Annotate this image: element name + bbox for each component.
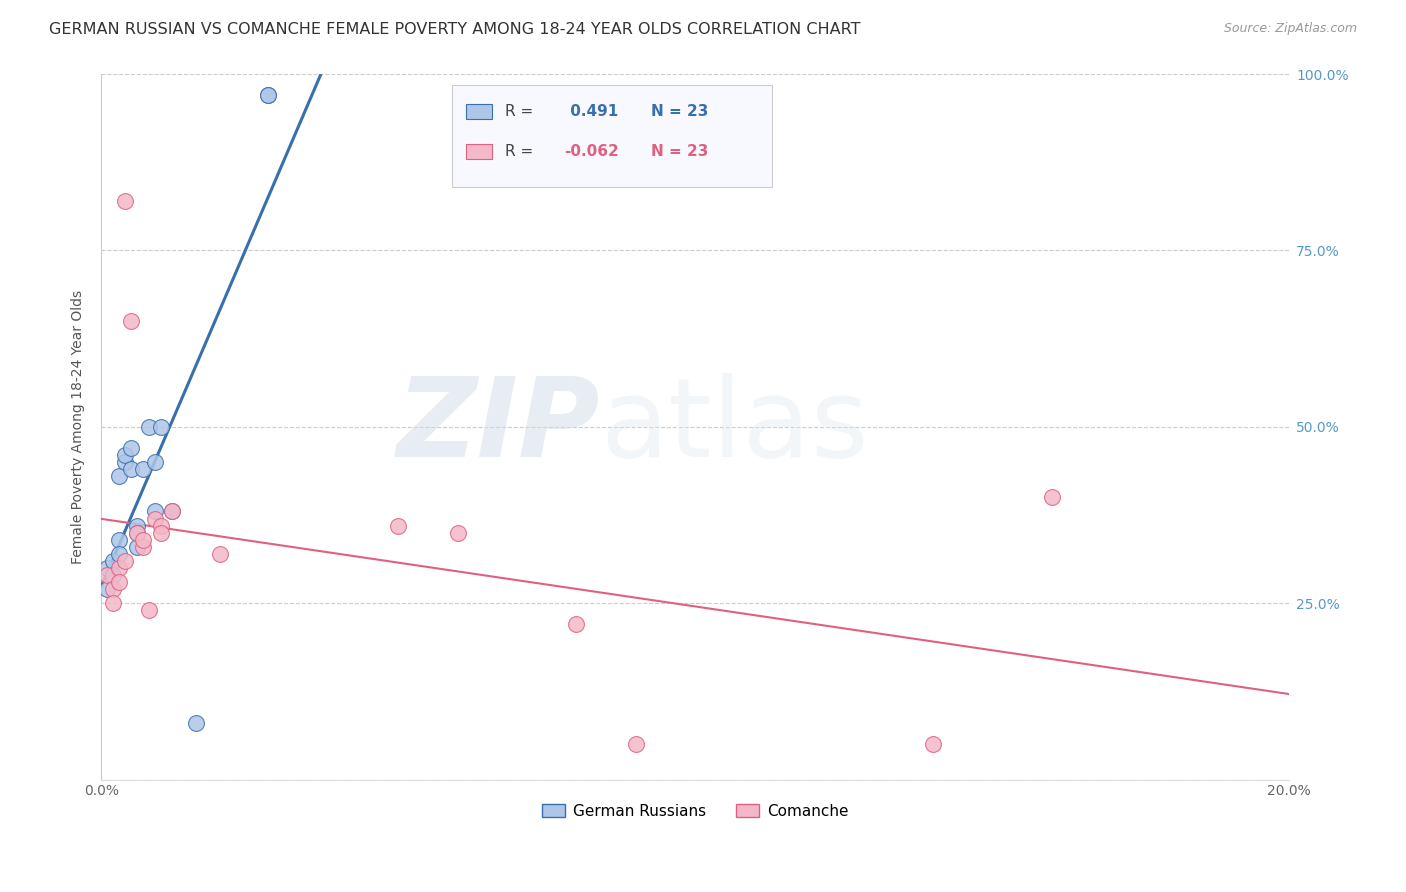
Point xyxy=(96,582,118,596)
Text: R =: R = xyxy=(505,103,538,119)
Point xyxy=(565,617,588,632)
Point xyxy=(162,504,184,518)
Point xyxy=(120,314,142,328)
Point xyxy=(108,575,131,590)
Point xyxy=(108,533,131,547)
Point xyxy=(96,561,118,575)
Point xyxy=(114,554,136,568)
Point xyxy=(1040,491,1063,505)
Text: N = 23: N = 23 xyxy=(651,145,709,159)
Point xyxy=(101,554,124,568)
Point xyxy=(143,455,166,469)
FancyBboxPatch shape xyxy=(465,103,492,120)
FancyBboxPatch shape xyxy=(465,144,492,160)
Point xyxy=(624,737,647,751)
Text: -0.062: -0.062 xyxy=(565,145,619,159)
Point xyxy=(256,88,278,103)
Point xyxy=(96,568,118,582)
Point xyxy=(138,419,160,434)
Legend: German Russians, Comanche: German Russians, Comanche xyxy=(536,797,855,825)
Point xyxy=(101,596,124,610)
Point xyxy=(108,547,131,561)
Point xyxy=(120,441,142,455)
Point xyxy=(101,582,124,596)
Text: N = 23: N = 23 xyxy=(651,103,709,119)
Point xyxy=(101,568,124,582)
Point xyxy=(921,737,943,751)
Point xyxy=(132,462,155,476)
Point xyxy=(125,525,148,540)
Point xyxy=(108,469,131,483)
Text: R =: R = xyxy=(505,145,538,159)
Point xyxy=(125,525,148,540)
Point xyxy=(108,561,131,575)
Point xyxy=(114,455,136,469)
Point xyxy=(143,511,166,525)
Point xyxy=(149,518,172,533)
Point xyxy=(125,540,148,554)
Point xyxy=(114,448,136,462)
Point xyxy=(446,525,468,540)
Text: 0.491: 0.491 xyxy=(565,103,617,119)
Point xyxy=(132,533,155,547)
Text: atlas: atlas xyxy=(600,374,869,480)
Point xyxy=(162,504,184,518)
Point xyxy=(120,462,142,476)
FancyBboxPatch shape xyxy=(451,85,772,187)
Point xyxy=(114,194,136,208)
Point xyxy=(125,518,148,533)
Point xyxy=(138,603,160,617)
Point xyxy=(256,88,278,103)
Point xyxy=(387,518,409,533)
Text: GERMAN RUSSIAN VS COMANCHE FEMALE POVERTY AMONG 18-24 YEAR OLDS CORRELATION CHAR: GERMAN RUSSIAN VS COMANCHE FEMALE POVERT… xyxy=(49,22,860,37)
Point xyxy=(149,525,172,540)
Text: Source: ZipAtlas.com: Source: ZipAtlas.com xyxy=(1223,22,1357,36)
Text: ZIP: ZIP xyxy=(396,374,600,480)
Point xyxy=(143,504,166,518)
Y-axis label: Female Poverty Among 18-24 Year Olds: Female Poverty Among 18-24 Year Olds xyxy=(72,290,86,564)
Point xyxy=(186,716,208,731)
Point xyxy=(149,419,172,434)
Point xyxy=(132,540,155,554)
Point xyxy=(208,547,231,561)
